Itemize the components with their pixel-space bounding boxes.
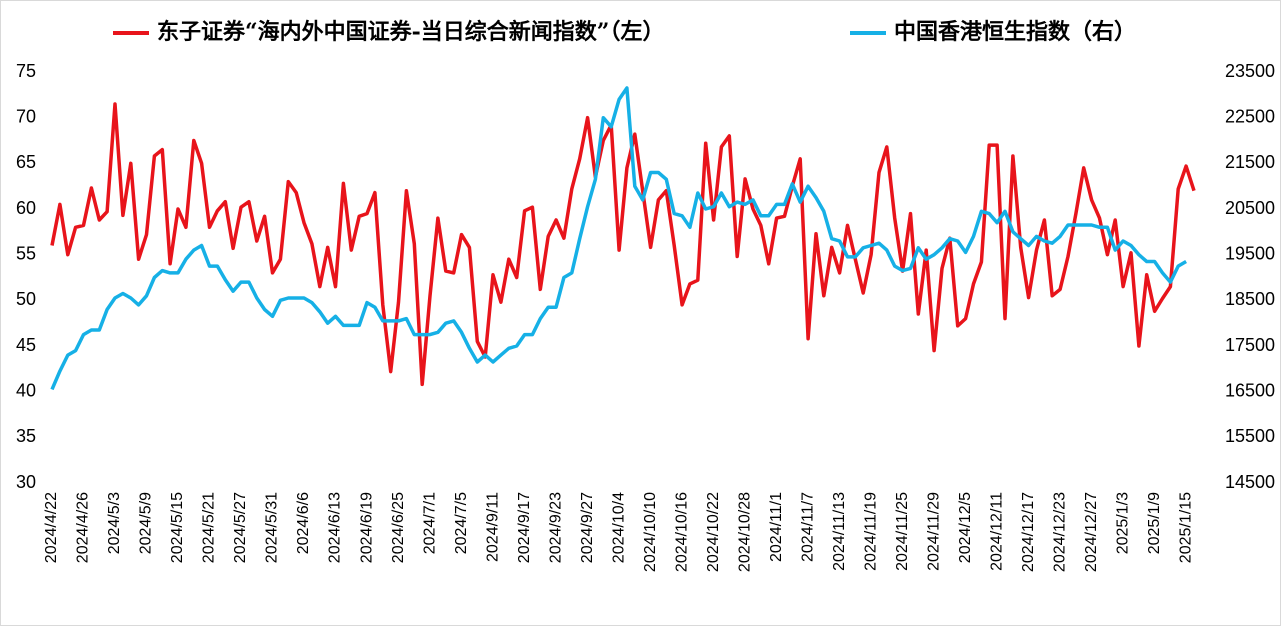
x-tick-label: 2024/5/3 xyxy=(106,492,123,554)
x-tick-label: 2024/4/22 xyxy=(43,492,60,563)
x-tick-label: 2024/6/6 xyxy=(295,492,312,554)
y-tick-label: 65 xyxy=(16,152,36,172)
y2-tick-label: 14500 xyxy=(1225,472,1275,492)
y2-tick-label: 20500 xyxy=(1225,198,1275,218)
y-tick-label: 45 xyxy=(16,335,36,355)
x-tick-label: 2024/7/5 xyxy=(453,492,470,554)
x-tick-label: 2024/10/4 xyxy=(610,492,627,563)
legend-label: 东子证券“海内外中国证券-当日综合新闻指数”（左） xyxy=(157,19,664,45)
x-tick-label: 2024/9/27 xyxy=(579,492,596,563)
x-tick-label: 2024/11/7 xyxy=(799,492,816,562)
x-tick-label: 2025/1/3 xyxy=(1114,492,1131,554)
y2-tick-label: 15500 xyxy=(1225,426,1275,446)
y-tick-label: 75 xyxy=(16,61,36,81)
x-tick-label: 2024/12/5 xyxy=(957,492,974,563)
x-tick-label: 2024/5/31 xyxy=(264,492,281,563)
x-tick-label: 2024/9/23 xyxy=(547,492,564,563)
y-tick-label: 55 xyxy=(16,243,36,263)
x-tick-label: 2024/9/11 xyxy=(484,492,501,562)
y2-tick-label: 16500 xyxy=(1225,380,1275,400)
x-tick-label: 2024/5/15 xyxy=(169,492,186,563)
legend-label: 中国香港恒生指数（右） xyxy=(894,19,1136,45)
x-tick-label: 2024/6/19 xyxy=(358,492,375,563)
x-tick-label: 2024/6/25 xyxy=(390,492,407,563)
x-tick-label: 2024/4/26 xyxy=(75,492,92,563)
series-line xyxy=(50,86,1187,391)
y2-tick-label: 22500 xyxy=(1225,106,1275,126)
y-tick-label: 70 xyxy=(16,106,36,126)
y-tick-label: 50 xyxy=(16,289,36,309)
y2-tick-label: 19500 xyxy=(1225,243,1275,263)
x-tick-label: 2024/11/25 xyxy=(894,492,911,571)
x-tick-label: 2024/9/17 xyxy=(516,492,533,563)
x-tick-label: 2024/5/27 xyxy=(232,492,249,563)
x-tick-label: 2024/11/1 xyxy=(768,492,785,562)
x-tick-label: 2024/10/28 xyxy=(736,492,753,572)
x-tick-label: 2024/6/13 xyxy=(327,492,344,563)
x-tick-label: 2024/7/1 xyxy=(421,492,438,554)
series-line xyxy=(50,102,1196,387)
y-tick-label: 35 xyxy=(16,426,36,446)
x-tick-label: 2024/5/21 xyxy=(201,492,218,563)
y2-tick-label: 18500 xyxy=(1225,289,1275,309)
y-tick-label: 40 xyxy=(16,380,36,400)
x-tick-label: 2024/11/29 xyxy=(925,492,942,571)
y2-tick-label: 21500 xyxy=(1225,152,1275,172)
x-tick-label: 2024/5/9 xyxy=(138,492,155,554)
y-tick-label: 30 xyxy=(16,472,36,492)
x-tick-label: 2024/12/17 xyxy=(1020,492,1037,572)
x-tick-label: 2024/10/16 xyxy=(673,492,690,572)
y2-tick-label: 23500 xyxy=(1225,61,1275,81)
x-tick-label: 2024/11/13 xyxy=(831,492,848,571)
x-tick-label: 2024/12/23 xyxy=(1051,492,1068,572)
y-tick-label: 60 xyxy=(16,198,36,218)
x-tick-label: 2024/12/27 xyxy=(1083,492,1100,572)
y2-tick-label: 17500 xyxy=(1225,335,1275,355)
x-tick-label: 2024/12/11 xyxy=(988,492,1005,571)
x-tick-label: 2025/1/15 xyxy=(1177,492,1194,563)
x-tick-label: 2024/10/10 xyxy=(642,492,659,572)
x-tick-label: 2024/11/19 xyxy=(862,492,879,571)
x-tick-label: 2024/10/22 xyxy=(705,492,722,572)
x-tick-label: 2025/1/9 xyxy=(1146,492,1163,554)
